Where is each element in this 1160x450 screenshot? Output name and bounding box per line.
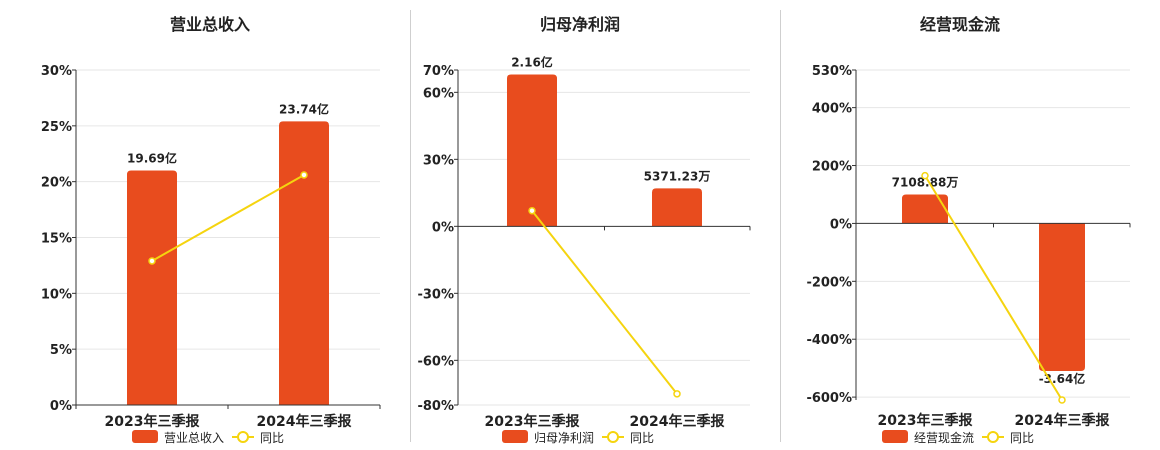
legend-bar-swatch [132,430,158,443]
chart-title: 营业总收入 [170,15,250,34]
chart-title: 经营现金流 [920,15,1000,34]
bar-data-label: 19.69亿 [127,151,177,166]
legend-bar-swatch [502,430,528,443]
legend-line-marker [607,431,619,443]
x-category-label: 2024年三季报 [257,413,352,430]
y-tick-label: -400% [806,333,852,348]
y-tick-label: 0% [830,217,852,232]
yoy-line [924,175,1063,401]
yoy-point [673,390,681,398]
yoy-point [148,257,156,265]
yoy-line [531,210,678,395]
divider-right [780,10,781,442]
legend-bar-swatch [882,430,908,443]
y-tick-label: 0% [50,399,72,414]
y-tick-label: -60% [417,354,454,369]
y-tick-label: 400% [812,102,852,117]
yoy-point [921,171,929,180]
y-tick-label: -30% [417,287,454,302]
bar [507,74,557,227]
bar-data-label: 2.16亿 [511,54,553,69]
x-category-label: 2023年三季报 [485,413,580,430]
y-tick-label: 25% [41,120,72,135]
bar [902,194,948,224]
yoy-line [151,174,305,262]
bar [652,188,702,227]
y-tick-label: 30% [423,153,454,168]
chart-title: 归母净利润 [540,15,620,34]
x-category-label: 2023年三季报 [105,413,200,430]
bar-data-label: 7108.88万 [892,175,959,189]
yoy-point [300,171,308,179]
divider-left [410,10,411,442]
x-category-label: 2024年三季报 [630,413,725,430]
y-tick-label: 30% [41,64,72,79]
y-tick-label: -200% [806,275,852,290]
y-tick-label: 0% [432,220,454,235]
x-category-label: 2024年三季报 [1015,412,1110,429]
legend-line-marker [987,431,999,443]
legend-line-label: 同比 [630,431,654,445]
yoy-point [528,206,536,215]
legend-line-label: 同比 [260,431,284,445]
bar [127,170,177,405]
y-tick-label: 20% [41,176,72,191]
legend-bar-label: 归母净利润 [534,431,594,445]
legend-line-marker [237,431,249,443]
y-tick-label: 15% [41,232,72,247]
x-category-label: 2023年三季报 [878,412,973,429]
y-tick-label: 70% [423,64,454,79]
bar-data-label: 5371.23万 [644,169,711,183]
legend-bar-label: 经营现金流 [914,430,974,445]
y-tick-label: 5% [50,343,72,358]
y-tick-label: -80% [417,399,454,414]
y-tick-label: 60% [423,86,454,101]
bar [1039,223,1085,372]
y-tick-label: 10% [41,287,72,302]
bar-data-label: 23.74亿 [279,101,329,116]
bar [279,121,329,405]
y-tick-label: 530% [812,64,852,79]
y-tick-label: 200% [812,160,852,175]
legend-line-label: 同比 [1010,431,1034,445]
y-tick-label: -600% [806,391,852,406]
yoy-point [1058,396,1066,404]
legend-bar-label: 营业总收入 [164,431,224,445]
